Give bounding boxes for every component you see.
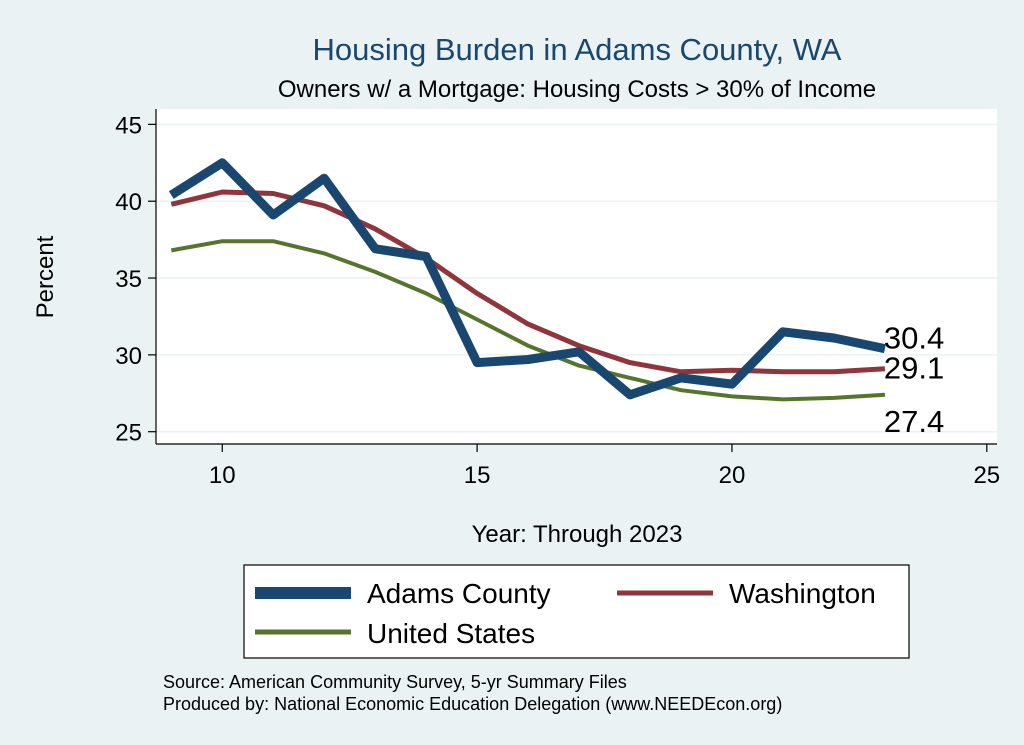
legend-label-washington: Washington bbox=[729, 578, 876, 609]
x-axis-title: Year: Through 2023 bbox=[472, 521, 683, 548]
x-tick-label-15: 15 bbox=[464, 462, 491, 489]
y-tick-label-45: 45 bbox=[115, 112, 142, 139]
series-line-us bbox=[170, 239, 886, 402]
x-tick-label-20: 20 bbox=[719, 462, 746, 489]
end-labels: 30.429.1 27.4 bbox=[884, 321, 944, 439]
y-tick-label-40: 40 bbox=[115, 189, 142, 216]
axes: 25 30 35 40 45 10 15 20 25 bbox=[115, 109, 1000, 489]
x-tick-label-10: 10 bbox=[209, 462, 236, 489]
series-line-adams bbox=[168, 158, 886, 400]
end-label-us: 27.4 bbox=[884, 404, 944, 439]
plot-area bbox=[156, 109, 997, 444]
y-tick-label-30: 30 bbox=[115, 343, 142, 370]
y-axis-title: Percent bbox=[32, 235, 59, 318]
legend-label-adams-county: Adams County bbox=[367, 578, 551, 609]
legend-label-united-states: United States bbox=[367, 618, 535, 649]
chart-subtitle: Owners w/ a Mortgage: Housing Costs > 30… bbox=[278, 76, 876, 103]
legend: Adams County Washington United States bbox=[243, 564, 910, 659]
y-tick-label-35: 35 bbox=[115, 266, 142, 293]
x-tick-label-25: 25 bbox=[973, 462, 1000, 489]
end-label-washington: 29.1 bbox=[884, 351, 944, 386]
source-note: Source: American Community Survey, 5-yr … bbox=[163, 672, 627, 692]
end-label-adams: 30.4 bbox=[884, 321, 944, 356]
produced-by-note: Produced by: National Economic Education… bbox=[163, 694, 782, 714]
series-lines bbox=[168, 158, 886, 402]
chart-title: Housing Burden in Adams County, WA bbox=[313, 32, 842, 67]
y-tick-label-25: 25 bbox=[115, 420, 142, 447]
legend-box bbox=[243, 564, 910, 659]
